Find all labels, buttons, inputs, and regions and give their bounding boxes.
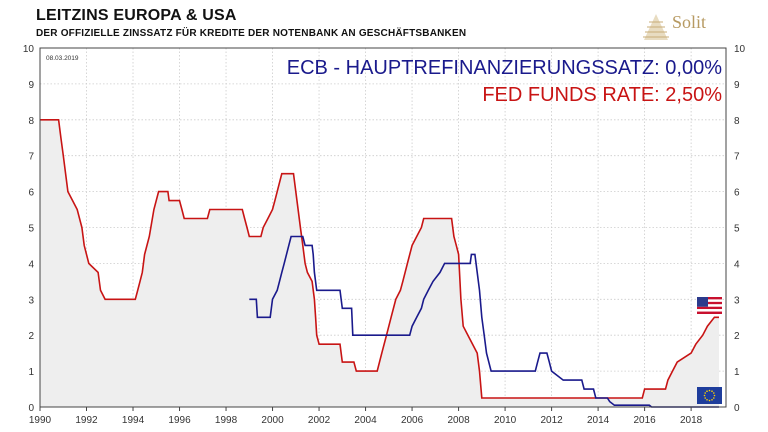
y-tick-label-left: 5 xyxy=(28,224,34,235)
y-tick-label-right: 5 xyxy=(734,224,740,235)
y-tick-label-left: 1 xyxy=(28,367,34,378)
eu-flag-icon xyxy=(697,387,722,404)
x-tick-label: 2012 xyxy=(540,415,563,426)
x-tick-label: 2006 xyxy=(401,415,424,426)
y-tick-label-left: 2 xyxy=(28,331,34,342)
y-tick-label-right: 0 xyxy=(734,403,740,414)
y-tick-label-right: 10 xyxy=(734,44,746,55)
series-line-0 xyxy=(40,119,719,399)
date-label: 08.03.2019 xyxy=(46,55,79,62)
series-line-1 xyxy=(249,235,719,408)
y-tick-label-left: 8 xyxy=(28,116,34,127)
chart-subtitle: DER OFFIZIELLE ZINSSATZ FÜR KREDITE DER … xyxy=(36,28,467,39)
y-tick-label-right: 2 xyxy=(734,331,740,342)
x-tick-label: 2016 xyxy=(633,415,656,426)
y-tick-label-right: 8 xyxy=(734,116,740,127)
x-tick-label: 1996 xyxy=(168,415,191,426)
y-tick-label-right: 9 xyxy=(734,80,740,91)
series-area-0 xyxy=(40,119,719,408)
ecb-annotation: ECB - HAUPTREFINANZIERUNGSSATZ: 0,00% xyxy=(287,57,722,79)
y-tick-label-left: 7 xyxy=(28,152,34,163)
usa-flag-icon xyxy=(697,297,722,314)
y-tick-label-right: 1 xyxy=(734,367,740,378)
x-tick-label: 2004 xyxy=(354,415,377,426)
x-tick-label: 1990 xyxy=(29,415,52,426)
logo-text: Solit xyxy=(672,12,707,32)
x-tick-label: 2010 xyxy=(494,415,517,426)
y-tick-label-right: 7 xyxy=(734,152,740,163)
x-tick-label: 1994 xyxy=(122,415,145,426)
y-tick-label-left: 10 xyxy=(23,44,35,55)
y-tick-label-left: 9 xyxy=(28,80,34,91)
x-tick-label: 2002 xyxy=(308,415,331,426)
pyramid-icon xyxy=(643,14,669,40)
x-tick-label: 1998 xyxy=(215,415,238,426)
y-tick-label-left: 0 xyxy=(28,403,34,414)
y-tick-label-right: 6 xyxy=(734,188,740,199)
plot-frame xyxy=(39,47,727,408)
x-tick-label: 2008 xyxy=(447,415,470,426)
y-tick-label-left: 6 xyxy=(28,188,34,199)
y-tick-label-right: 4 xyxy=(734,259,740,270)
x-tick-label: 2018 xyxy=(680,415,703,426)
y-tick-label-left: 4 xyxy=(28,259,34,270)
chart-title: LEITZINS EUROPA & USA xyxy=(36,7,237,24)
x-tick-label: 2014 xyxy=(587,415,610,426)
x-tick-label: 2000 xyxy=(261,415,284,426)
x-tick-label: 1992 xyxy=(75,415,98,426)
y-tick-label-right: 3 xyxy=(734,295,740,306)
y-tick-label-left: 3 xyxy=(28,295,34,306)
fed-annotation: FED FUNDS RATE: 2,50% xyxy=(482,84,722,106)
